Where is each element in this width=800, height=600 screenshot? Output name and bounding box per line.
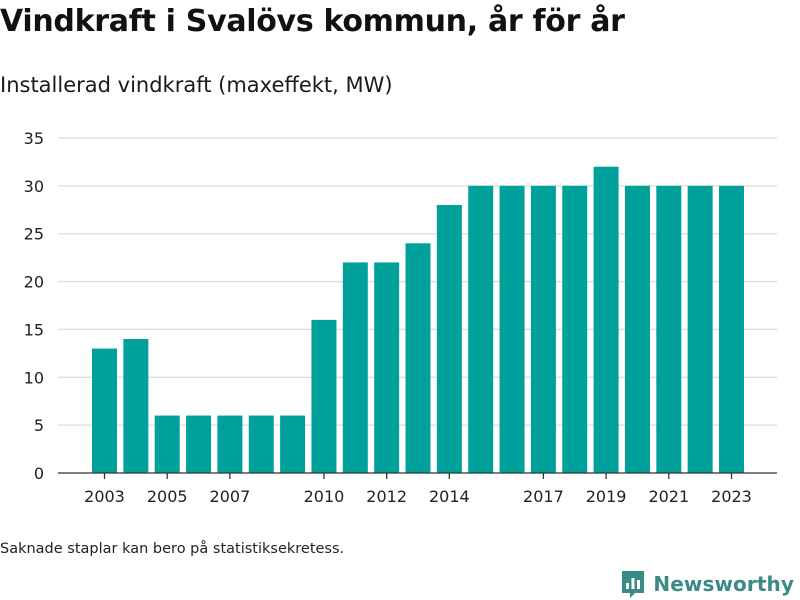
chart-title: Vindkraft i Svalövs kommun, år för år bbox=[0, 4, 625, 39]
brand-logo: Newsworthy bbox=[620, 568, 794, 600]
bar bbox=[311, 319, 337, 473]
bar bbox=[92, 348, 117, 473]
x-tick-label: 2014 bbox=[429, 487, 470, 506]
y-tick-label: 30 bbox=[24, 177, 44, 196]
bar bbox=[374, 262, 400, 473]
bar bbox=[436, 205, 462, 473]
chart-subtitle: Installerad vindkraft (maxeffekt, MW) bbox=[0, 73, 393, 97]
bar bbox=[217, 415, 243, 473]
y-tick-label: 5 bbox=[34, 416, 44, 435]
y-tick-label: 15 bbox=[24, 320, 44, 339]
y-tick-label: 0 bbox=[34, 464, 44, 483]
x-tick-label: 2005 bbox=[147, 487, 188, 506]
bar bbox=[154, 415, 180, 473]
bar bbox=[342, 262, 368, 473]
bar bbox=[530, 185, 556, 473]
bar bbox=[719, 185, 744, 473]
x-tick-label: 2021 bbox=[648, 487, 689, 506]
x-tick-label: 2010 bbox=[304, 487, 345, 506]
x-tick-label: 2017 bbox=[523, 487, 564, 506]
x-tick-label: 2007 bbox=[210, 487, 251, 506]
bar bbox=[593, 166, 619, 473]
bar bbox=[280, 415, 306, 473]
bar bbox=[687, 185, 713, 473]
y-tick-label: 35 bbox=[24, 129, 44, 148]
x-tick-label: 2019 bbox=[586, 487, 627, 506]
y-tick-label: 10 bbox=[24, 368, 44, 387]
y-tick-label: 25 bbox=[24, 225, 44, 244]
bar bbox=[248, 415, 274, 473]
bar bbox=[123, 339, 149, 473]
bar bbox=[405, 243, 431, 473]
bar bbox=[499, 185, 525, 473]
bar-chart: 0 5 10 15 20 25 30 35 2003 2005 2007 2010 2012 2014 20… bbox=[24, 129, 777, 506]
bar bbox=[562, 185, 588, 473]
footnote: Saknade staplar kan bero på statistiksek… bbox=[0, 541, 345, 557]
newsworthy-logo-icon bbox=[622, 571, 645, 598]
x-tick-label: 2023 bbox=[711, 487, 752, 506]
bar bbox=[468, 185, 494, 473]
y-tick-label: 20 bbox=[24, 273, 44, 292]
bar bbox=[656, 185, 682, 473]
x-tick-label: 2012 bbox=[366, 487, 407, 506]
brand-name: Newsworthy bbox=[653, 572, 794, 596]
x-tick-label: 2003 bbox=[84, 487, 125, 506]
bar bbox=[186, 415, 212, 473]
bar bbox=[624, 185, 650, 473]
